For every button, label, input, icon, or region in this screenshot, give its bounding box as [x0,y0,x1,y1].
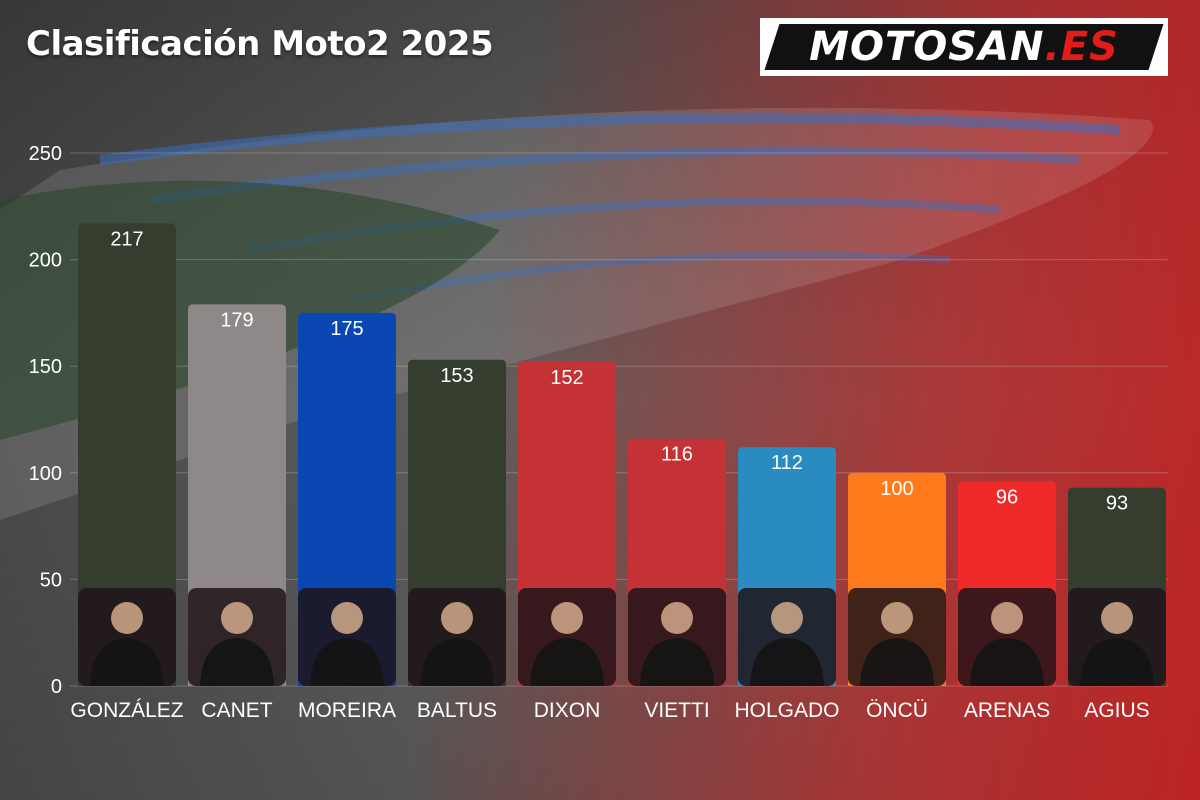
y-tick-label: 0 [51,676,62,698]
bar [78,223,176,686]
rider-head-icon [991,602,1023,634]
category-label: CANET [201,699,272,722]
category-label: ÖNCÜ [866,699,928,722]
value-labels: 217 179 175 153 152 116 112 100 96 93 [110,228,1128,514]
y-tick-label: 250 [29,143,62,165]
motosan-logo: MOTOSAN .ES [760,18,1168,76]
rider-body-icon [750,638,824,686]
value-label: 112 [771,452,803,474]
category-labels: GONZÁLEZ CANET MOREIRA BALTUS DIXON VIETTI HOL… [70,699,1149,722]
rider-head-icon [881,602,913,634]
value-label: 96 [996,486,1018,508]
rider-body-icon [310,638,384,686]
category-label: ARENAS [964,699,1050,722]
rider-head-icon [551,602,583,634]
page-title: Clasificación Moto2 2025 [26,24,494,64]
rider-head-icon [771,602,803,634]
bars [78,223,1166,686]
rider-head-icon [221,602,253,634]
value-label: 175 [330,318,363,340]
rider-body-icon [860,638,934,686]
rider-head-icon [111,602,143,634]
category-label: MOREIRA [298,699,396,722]
rider-body-icon [200,638,274,686]
value-label: 93 [1106,493,1128,515]
logo-main-text: MOTOSAN [809,24,1045,70]
value-label: 217 [110,228,143,250]
category-label: GONZÁLEZ [70,699,183,722]
category-label: HOLGADO [734,699,839,722]
y-tick-label: 50 [40,569,62,591]
value-label: 179 [220,309,253,331]
rider-head-icon [331,602,363,634]
rider-head-icon [441,602,473,634]
rider-body-icon [420,638,494,686]
category-label: BALTUS [417,699,497,722]
y-axis: 0 50 100 150 200 250 [29,143,62,698]
value-label: 100 [880,478,913,500]
rider-head-icon [1101,602,1133,634]
rider-body-icon [640,638,714,686]
rider-body-icon [1080,638,1154,686]
y-tick-label: 150 [29,356,62,378]
rider-head-icon [661,602,693,634]
rider-body-icon [970,638,1044,686]
value-label: 153 [440,365,473,387]
value-label: 116 [661,444,693,466]
y-tick-label: 200 [29,250,62,272]
category-label: DIXON [534,699,601,722]
category-label: VIETTI [644,699,709,722]
logo-suffix-text: .ES [1044,24,1119,70]
rider-body-icon [90,638,164,686]
y-tick-label: 100 [29,463,62,485]
rider-body-icon [530,638,604,686]
category-label: AGIUS [1084,699,1149,722]
value-label: 152 [550,367,583,389]
